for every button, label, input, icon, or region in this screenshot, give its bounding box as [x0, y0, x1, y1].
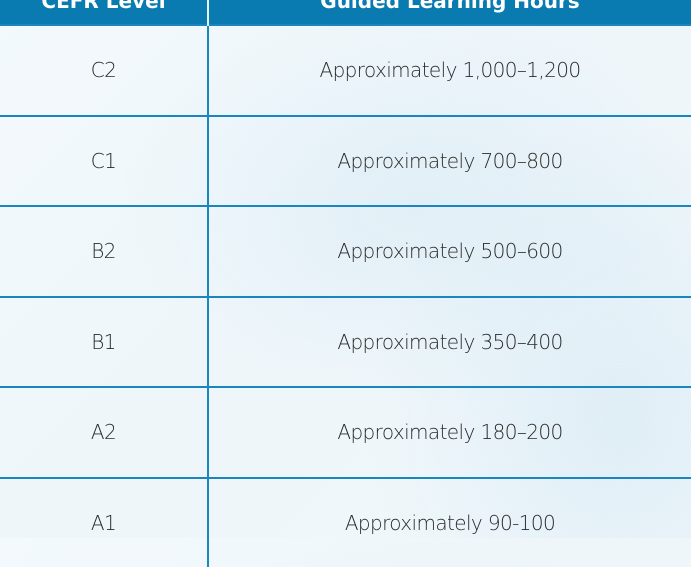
hours-cell: Approximately 180–200: [208, 387, 691, 478]
level-cell: B2: [0, 206, 208, 297]
level-cell: C2: [0, 25, 208, 116]
level-cell: A1: [0, 478, 208, 567]
hours-cell: Approximately 350–400: [208, 297, 691, 388]
header-guided-learning-hours: Guided Learning Hours: [208, 0, 691, 25]
table-row: B1 Approximately 350–400: [0, 297, 691, 388]
table-row: C1 Approximately 700–800: [0, 116, 691, 207]
table-row: C2 Approximately 1,000–1,200: [0, 25, 691, 116]
hours-cell: Approximately 700–800: [208, 116, 691, 207]
table-row: B2 Approximately 500–600: [0, 206, 691, 297]
level-cell: C1: [0, 116, 208, 207]
table-row: A2 Approximately 180–200: [0, 387, 691, 478]
hours-cell: Approximately 90-100: [208, 478, 691, 567]
header-cefr-level: CEFR Level: [0, 0, 208, 25]
hours-cell: Approximately 500–600: [208, 206, 691, 297]
level-cell: A2: [0, 387, 208, 478]
hours-cell: Approximately 1,000–1,200: [208, 25, 691, 116]
header-row: CEFR Level Guided Learning Hours: [0, 0, 691, 25]
level-cell: B1: [0, 297, 208, 388]
table-row: A1 Approximately 90-100: [0, 478, 691, 567]
